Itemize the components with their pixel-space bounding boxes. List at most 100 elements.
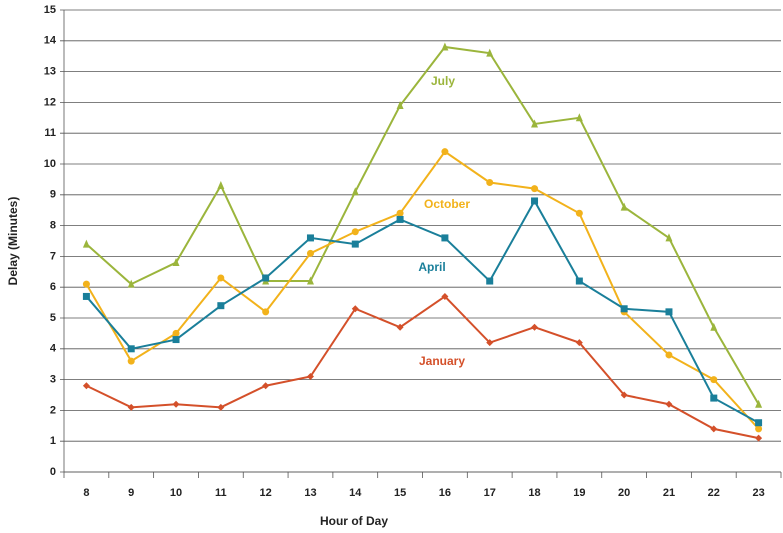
marker [665, 351, 673, 359]
marker [306, 234, 314, 242]
marker [531, 197, 539, 205]
marker [531, 119, 539, 128]
series-label: October [424, 197, 470, 211]
y-tick-label: 7 [50, 250, 56, 262]
marker [262, 308, 270, 316]
series-label: April [418, 260, 445, 274]
x-tick-label: 10 [170, 487, 182, 499]
marker [755, 419, 763, 427]
x-tick-label: 15 [394, 487, 406, 499]
marker [127, 403, 135, 411]
marker [396, 215, 404, 223]
x-tick-label: 8 [83, 487, 89, 499]
x-tick-label: 21 [663, 487, 675, 499]
y-tick-label: 8 [50, 220, 56, 232]
y-tick-label: 14 [44, 35, 57, 47]
marker [217, 181, 225, 190]
marker [531, 185, 539, 193]
x-tick-label: 20 [618, 487, 630, 499]
marker [441, 292, 449, 300]
x-tick-label: 23 [752, 487, 764, 499]
marker [306, 276, 314, 285]
line [85, 45, 760, 405]
marker [665, 400, 673, 408]
y-tick-label: 15 [44, 4, 56, 16]
marker [755, 434, 763, 442]
marker [396, 323, 404, 331]
marker [262, 382, 270, 390]
y-tick-label: 11 [44, 127, 56, 139]
y-tick-label: 9 [50, 189, 56, 201]
marker [82, 382, 90, 390]
marker [306, 373, 314, 381]
marker [710, 425, 718, 433]
marker [441, 234, 449, 242]
series-label: July [431, 74, 455, 88]
x-tick-label: 19 [573, 487, 585, 499]
marker [127, 345, 135, 353]
marker [665, 233, 673, 242]
y-tick-label: 13 [44, 66, 56, 78]
marker [172, 258, 180, 267]
line [85, 198, 760, 424]
marker [172, 400, 180, 408]
marker [710, 376, 718, 384]
marker [575, 113, 583, 122]
y-tick-label: 10 [44, 158, 56, 170]
marker [665, 308, 673, 316]
marker [127, 357, 135, 365]
marker [486, 277, 494, 285]
y-tick-label: 6 [50, 281, 56, 293]
marker [441, 148, 449, 156]
x-tick-label: 22 [708, 487, 720, 499]
marker [575, 209, 583, 217]
x-tick-label: 13 [304, 487, 316, 499]
marker [531, 323, 539, 331]
marker [620, 391, 628, 399]
marker [620, 202, 628, 211]
y-tick-label: 5 [50, 312, 56, 324]
marker [82, 292, 90, 300]
marker [127, 279, 135, 288]
marker [306, 249, 314, 257]
marker [82, 239, 90, 248]
marker [396, 100, 404, 109]
marker [441, 42, 449, 51]
marker [217, 403, 225, 411]
marker [710, 322, 718, 331]
x-tick-label: 11 [215, 487, 227, 499]
y-axis-title: Delay (Minutes) [6, 197, 20, 286]
marker [351, 228, 359, 236]
marker [217, 274, 225, 282]
y-tick-label: 3 [50, 374, 56, 386]
marker [396, 209, 404, 217]
marker [82, 280, 90, 288]
marker [575, 339, 583, 347]
x-tick-label: 14 [349, 487, 362, 499]
marker [351, 305, 359, 313]
x-tick-label: 12 [260, 487, 272, 499]
marker [486, 339, 494, 347]
y-tick-label: 2 [50, 404, 56, 416]
marker [755, 425, 763, 433]
marker [486, 178, 494, 186]
marker [620, 305, 628, 313]
marker [351, 187, 359, 196]
y-tick-label: 0 [50, 466, 56, 478]
marker [486, 48, 494, 57]
y-tick-label: 1 [50, 435, 56, 447]
line [85, 295, 759, 440]
marker [351, 240, 359, 248]
marker [575, 277, 583, 285]
marker [262, 274, 270, 282]
line [85, 150, 760, 430]
x-tick-label: 17 [484, 487, 496, 499]
x-axis-title: Hour of Day [320, 514, 388, 528]
x-tick-label: 9 [128, 487, 134, 499]
x-tick-label: 16 [439, 487, 451, 499]
marker [710, 394, 718, 402]
y-tick-label: 4 [50, 343, 57, 355]
marker [755, 399, 763, 408]
y-tick-label: 12 [44, 96, 56, 108]
